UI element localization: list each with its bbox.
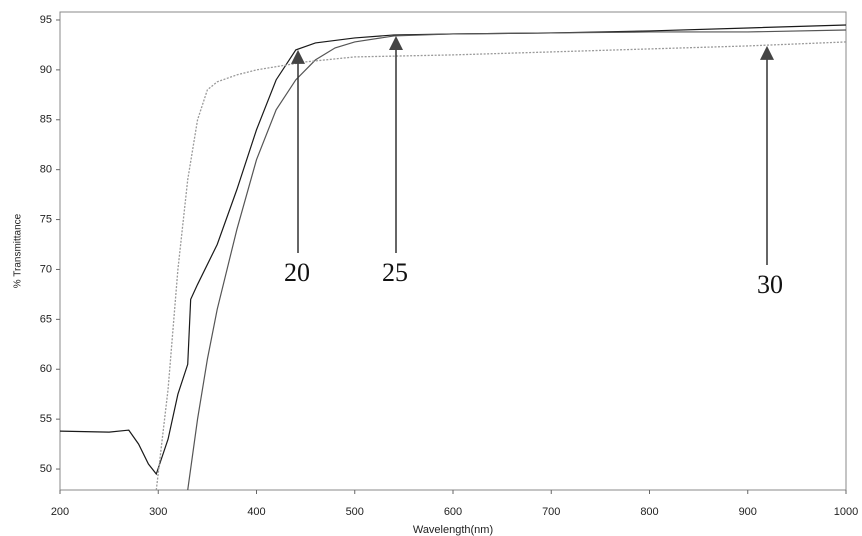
y-tick-label: 95 bbox=[40, 14, 52, 26]
arrow-head bbox=[389, 35, 403, 50]
x-tick-label: 800 bbox=[640, 506, 658, 518]
series-line bbox=[155, 41, 846, 490]
series-line bbox=[60, 24, 846, 476]
series-line bbox=[187, 29, 846, 490]
y-tick-label: 75 bbox=[40, 213, 52, 225]
y-tick-label: 90 bbox=[40, 64, 52, 76]
x-tick-label: 300 bbox=[149, 506, 167, 518]
x-tick-label: 500 bbox=[346, 506, 364, 518]
y-tick-label: 55 bbox=[40, 413, 52, 425]
arrow-head bbox=[760, 45, 774, 60]
x-axis-label: Wavelength(nm) bbox=[413, 524, 493, 536]
x-tick-label: 900 bbox=[739, 506, 757, 518]
annotation: 25 bbox=[382, 258, 408, 287]
arrow-head bbox=[291, 49, 305, 64]
x-tick-label: 600 bbox=[444, 506, 462, 518]
y-tick-label: 50 bbox=[40, 463, 52, 475]
y-tick-label: 65 bbox=[40, 313, 52, 325]
y-axis-label: % Transmittance bbox=[13, 213, 24, 288]
x-tick-label: 1000 bbox=[834, 506, 858, 518]
x-tick-label: 700 bbox=[542, 506, 560, 518]
x-tick-label: 400 bbox=[247, 506, 265, 518]
annotation: 20 bbox=[284, 258, 310, 287]
y-tick-label: 85 bbox=[40, 114, 52, 126]
plot-area bbox=[60, 24, 846, 490]
y-tick-label: 70 bbox=[40, 263, 52, 275]
y-tick-label: 80 bbox=[40, 164, 52, 176]
y-tick-label: 60 bbox=[40, 363, 52, 375]
plot-frame bbox=[59, 11, 847, 491]
x-tick-label: 200 bbox=[51, 506, 69, 518]
annotation: 30 bbox=[757, 270, 783, 299]
